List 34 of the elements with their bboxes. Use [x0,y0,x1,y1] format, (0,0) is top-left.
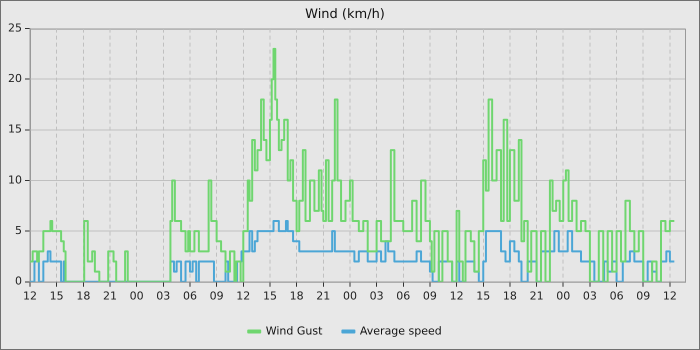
y-tick-label: 10 [8,173,22,186]
x-tick-label: 06 [610,289,624,302]
x-tick-label: 06 [396,289,410,302]
y-tick-label: 20 [8,72,22,86]
x-tick-label: 03 [582,289,597,302]
x-tick-label: 21 [316,289,330,302]
x-tick-label: 00 [130,289,144,302]
x-tick-label: 00 [342,289,357,302]
x-tick-label: 18 [76,289,90,302]
x-tick-label: 12 [662,289,677,302]
y-tick-label: 0 [14,274,22,288]
x-tick-label: 18 [290,289,304,302]
y-tick-label: 5 [14,224,22,238]
x-tick-label: 03 [156,289,170,302]
chart-title: Wind (km/h) [305,7,385,22]
x-tick-label: 21 [102,289,117,302]
x-tick-label: 09 [636,289,650,302]
x-tick-label: 06 [182,289,197,302]
x-tick-label: 21 [530,289,544,302]
x-tick-label: 15 [50,289,64,302]
x-tick-label: 15 [262,289,277,302]
x-tick-label: 03 [370,289,384,302]
legend-label: Average speed [360,324,442,338]
x-tick-label: 09 [422,289,437,302]
x-tick-label: 18 [502,289,517,302]
x-tick-label: 12 [236,289,250,302]
y-tick-label: 25 [8,21,22,34]
x-tick-label: 00 [556,289,570,302]
x-tick-label: 09 [210,289,224,302]
x-tick-label: 12 [22,289,37,302]
x-tick-label: 15 [476,289,490,302]
x-tick-label: 12 [450,289,464,302]
y-tick-label: 15 [8,122,22,136]
legend-label: Wind Gust [266,324,324,338]
